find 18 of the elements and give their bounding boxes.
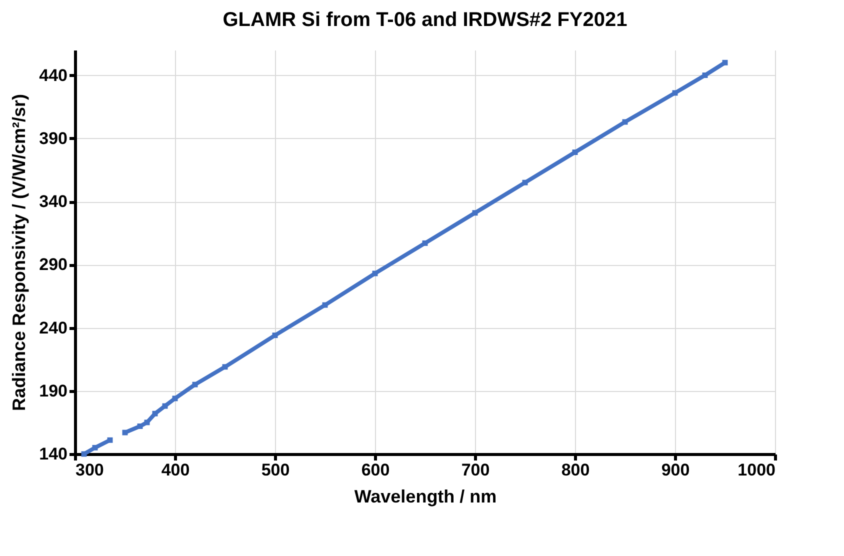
x-tick-label: 300	[76, 460, 104, 480]
y-tick-label: 240	[39, 318, 68, 338]
x-tick-label: 800	[561, 460, 590, 480]
y-tick-label: 440	[39, 66, 68, 85]
x-tick-label: 500	[261, 460, 290, 480]
x-axis-title: Wavelength / nm	[354, 486, 497, 506]
x-tick-label: 1000	[738, 460, 776, 480]
y-tick-label: 340	[39, 192, 68, 211]
x-tick-label: 600	[361, 460, 390, 480]
chart-title: GLAMR Si from T-06 and IRDWS#2 FY2021	[222, 9, 628, 31]
y-tick-label: 140	[39, 444, 68, 464]
y-tick-label: 290	[39, 255, 68, 274]
y-tick-label: 390	[39, 128, 68, 148]
y-axis-title: Radiance Responsivity / (V/W/cm²/sr)	[9, 94, 30, 412]
x-tick-label: 700	[461, 460, 490, 480]
y-tick-label: 190	[39, 381, 68, 400]
x-tick-label: 400	[161, 460, 190, 480]
x-tick-label: 900	[661, 460, 690, 480]
